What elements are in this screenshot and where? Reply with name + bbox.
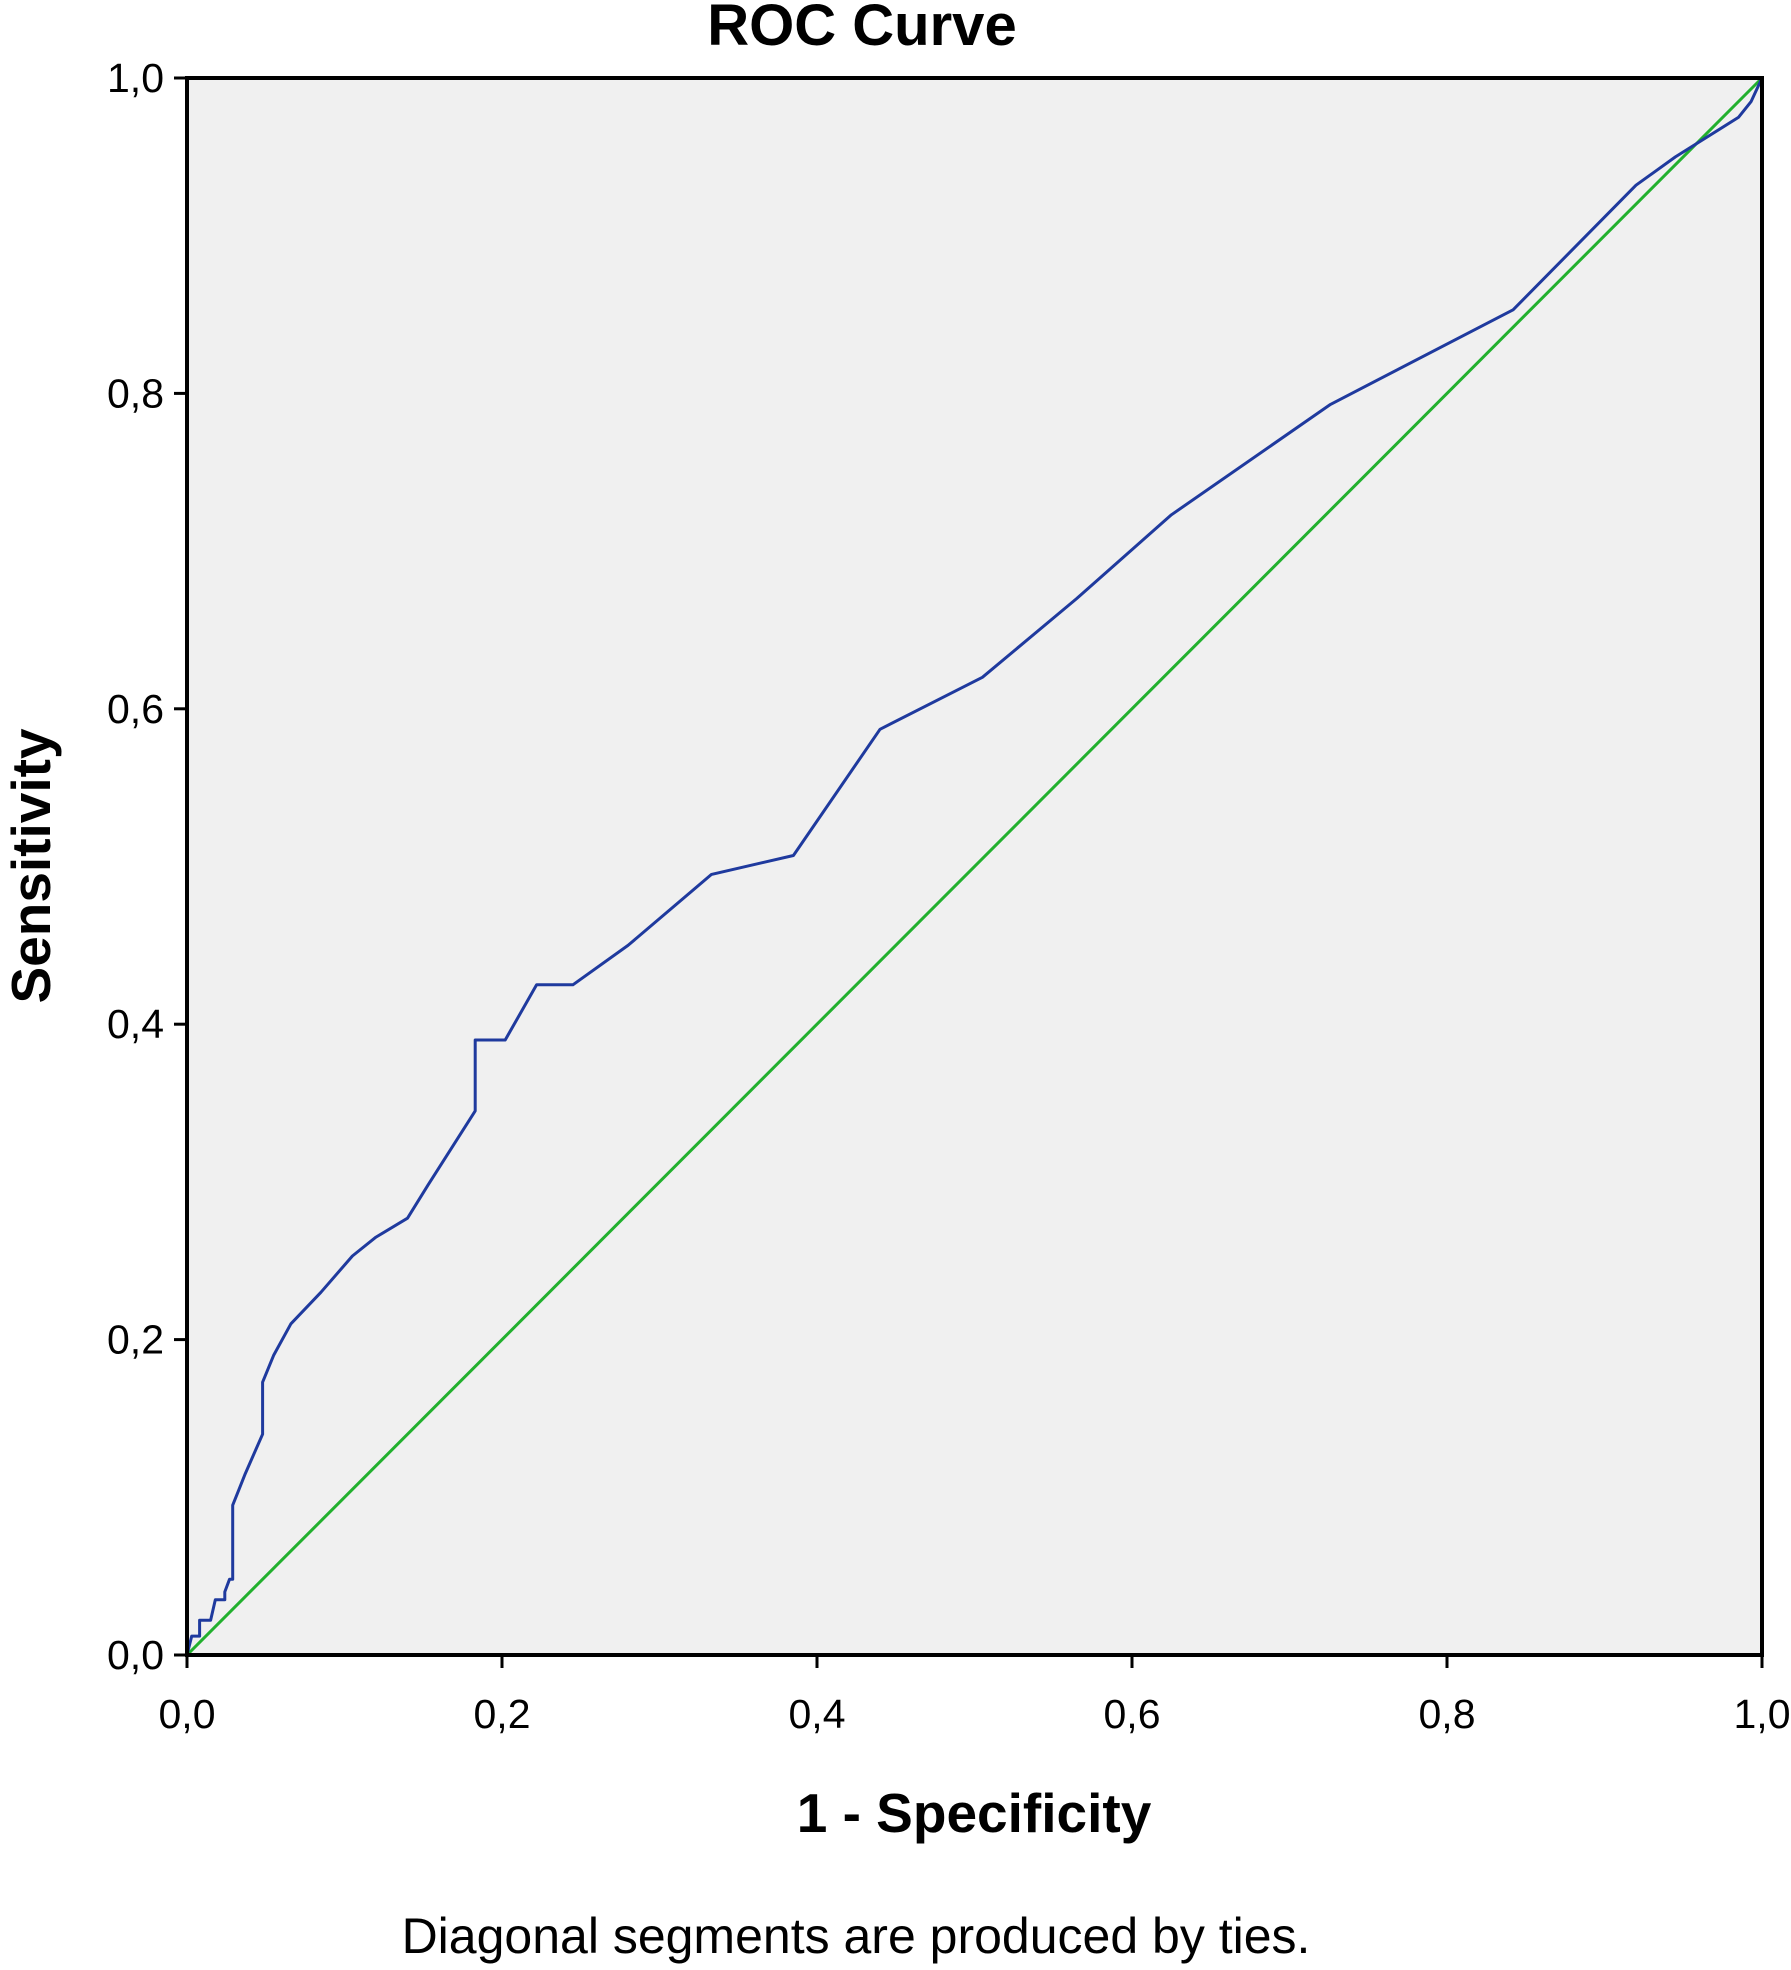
y-tick-label: 0,8 bbox=[107, 370, 164, 416]
series-layer bbox=[185, 76, 1764, 1657]
y-tick-label: 0,0 bbox=[107, 1632, 164, 1678]
chart-title: ROC Curve bbox=[707, 0, 1016, 58]
x-tick-label: 0,2 bbox=[474, 1691, 531, 1737]
plot-frame bbox=[185, 76, 1764, 1657]
x-tick-label: 1,0 bbox=[1734, 1691, 1791, 1737]
y-tick-label: 0,6 bbox=[107, 686, 164, 732]
reference-diagonal-line bbox=[185, 76, 1764, 1657]
y-tick-label: 0,4 bbox=[107, 1001, 164, 1047]
y-axis-title: Sensitivity bbox=[0, 728, 62, 1004]
chart-footnote: Diagonal segments are produced by ties. bbox=[402, 1908, 1311, 1964]
y-tick-label: 1,0 bbox=[107, 55, 164, 101]
x-tick-label: 0,4 bbox=[789, 1691, 846, 1737]
roc-curve-line bbox=[185, 77, 1764, 1656]
y-tick-label: 0,2 bbox=[107, 1317, 164, 1363]
x-tick-label: 0,8 bbox=[1419, 1691, 1476, 1737]
x-tick-label: 0,6 bbox=[1104, 1691, 1161, 1737]
x-axis-ticks: 0,0 0,2 0,4 0,6 0,8 1,0 bbox=[159, 1655, 1791, 1737]
x-axis-title: 1 - Specificity bbox=[797, 1782, 1152, 1844]
x-tick-label: 0,0 bbox=[159, 1691, 216, 1737]
y-axis-ticks: 0,0 0,2 0,4 0,6 0,8 1,0 bbox=[107, 55, 187, 1678]
